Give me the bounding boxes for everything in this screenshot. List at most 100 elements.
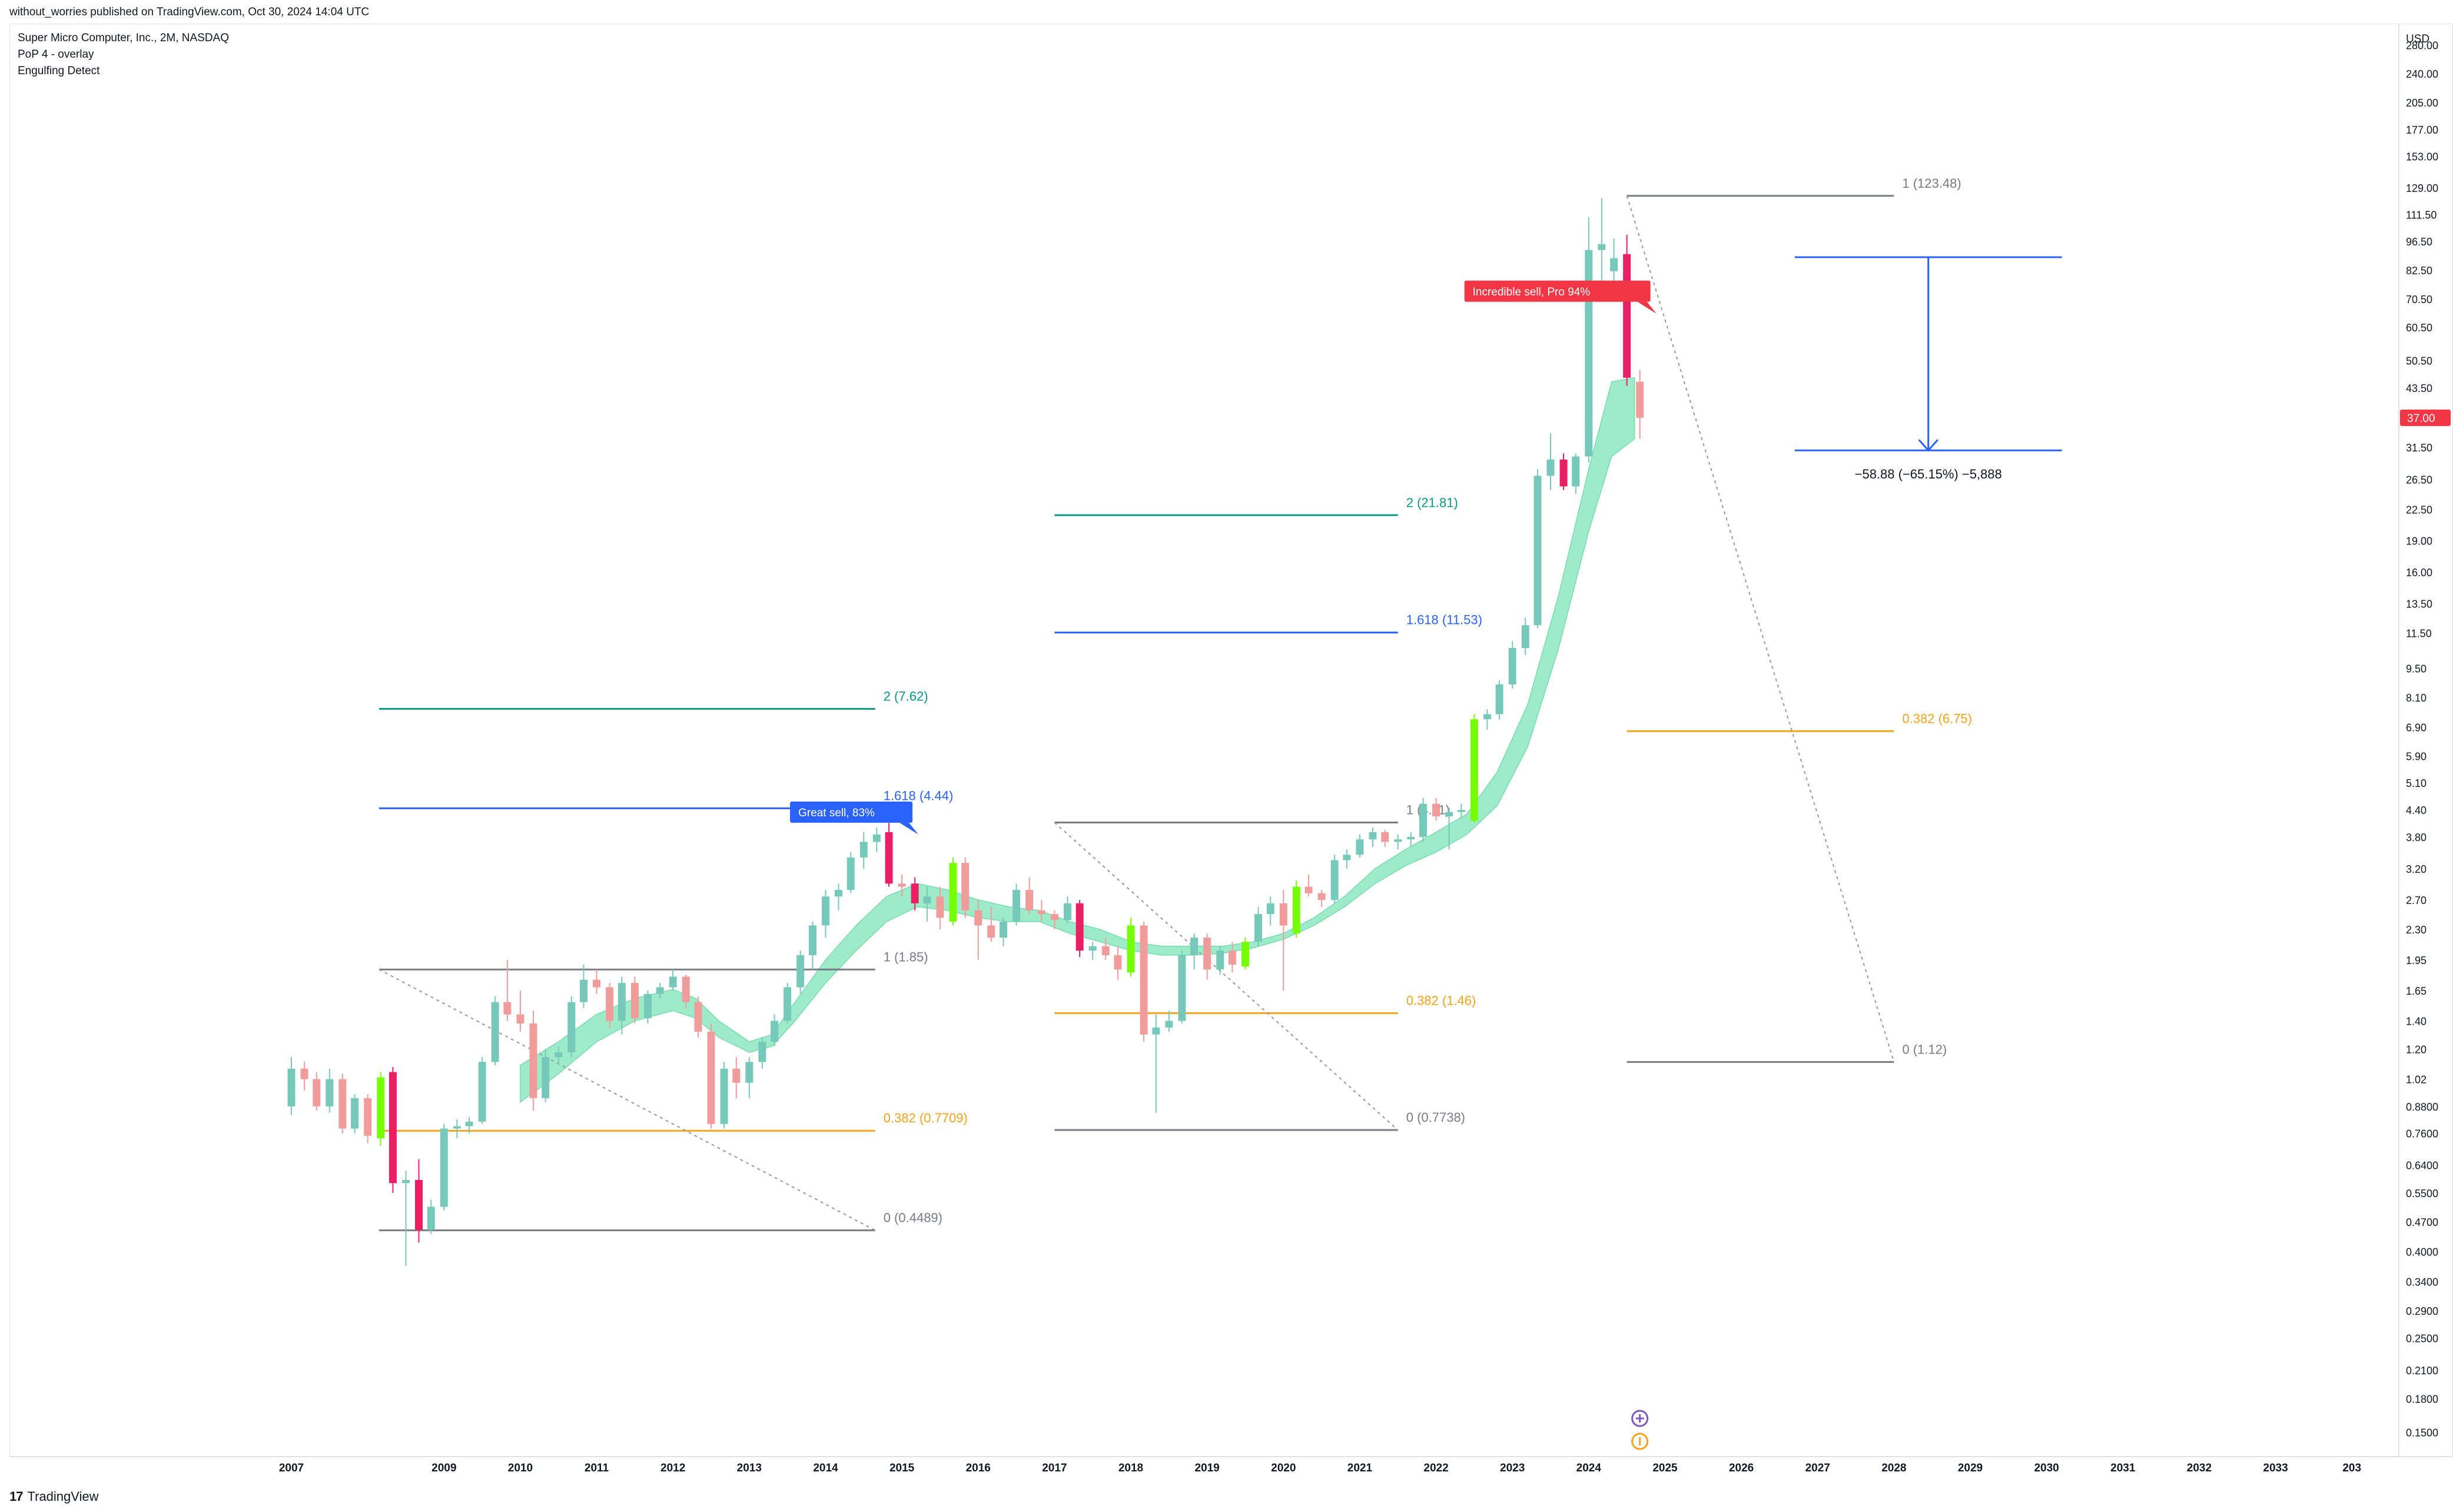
fib-trend-line: [1054, 822, 1399, 1131]
y-tick-label: 280.00: [2406, 40, 2438, 52]
candle-body: [784, 987, 792, 1021]
y-tick-label: 0.1500: [2406, 1427, 2438, 1438]
candle-body: [1088, 946, 1097, 951]
candle-body: [1508, 648, 1516, 684]
signal-label-pointer: [1637, 301, 1657, 314]
candle-body: [326, 1079, 334, 1106]
chart-extras: −58.88 (−65.15%) −5,888: [1631, 256, 2062, 1450]
candle-body: [682, 976, 690, 1002]
candle-body: [1419, 803, 1427, 838]
y-tick-label: 0.6400: [2406, 1159, 2438, 1171]
candle-body: [1000, 921, 1007, 938]
candle-body: [987, 925, 995, 938]
y-tick-label: 22.50: [2406, 504, 2432, 516]
candle-body: [1228, 951, 1236, 965]
candle-body: [771, 1021, 779, 1042]
candle-body: [1572, 456, 1580, 487]
candle-body: [1636, 381, 1644, 418]
fib-level-label: 0 (0.4489): [884, 1210, 942, 1225]
x-tick-label: 2028: [1881, 1462, 1906, 1474]
x-tick-label: 2013: [737, 1462, 762, 1474]
y-tick-label: 4.40: [2406, 805, 2427, 816]
candle-body: [961, 863, 970, 910]
candle-body: [1025, 890, 1034, 910]
x-tick-label: 2032: [2187, 1462, 2212, 1474]
y-tick-label: 5.10: [2406, 777, 2427, 789]
candle-body: [529, 1023, 537, 1098]
x-tick-label: 2010: [508, 1462, 533, 1474]
candle-body: [1216, 951, 1224, 970]
legend-symbol[interactable]: Super Micro Computer, Inc., 2M, NASDAQ: [18, 32, 230, 44]
candle-body: [401, 1179, 410, 1184]
y-tick-label: 3.20: [2406, 863, 2427, 875]
y-tick-label: 0.2500: [2406, 1333, 2438, 1345]
candle-body: [516, 1014, 525, 1023]
candle-body: [1521, 625, 1529, 649]
candle-body: [1559, 459, 1568, 487]
candle-body: [606, 987, 614, 1021]
footer-brand: TradingView: [27, 1489, 99, 1504]
candle-body: [555, 1052, 563, 1058]
y-tick-label: 1.95: [2406, 955, 2427, 966]
candle-body: [465, 1121, 473, 1126]
candle-body: [669, 976, 677, 988]
x-tick-label: 2022: [1423, 1462, 1448, 1474]
y-tick-label: 0.1800: [2406, 1393, 2438, 1405]
candle-body: [911, 883, 919, 903]
candle-body: [898, 883, 906, 887]
signal-label-pointer: [899, 822, 919, 835]
candle-body: [287, 1068, 296, 1106]
publisher-line: without_worries published on TradingView…: [9, 6, 370, 18]
fib-level-label: 1 (1.85): [884, 949, 928, 964]
y-tick-label: 1.65: [2406, 985, 2427, 997]
y-tick-label: 3.80: [2406, 832, 2427, 843]
candle-body: [1203, 938, 1211, 970]
candle-body: [567, 1002, 576, 1052]
signal-label-text: Incredible sell, Pro 94%: [1473, 286, 1591, 298]
candle-body: [1140, 925, 1148, 1035]
candle-body: [338, 1079, 347, 1129]
x-tick-label: 2011: [585, 1462, 609, 1474]
candle-body: [1190, 938, 1199, 955]
candle-body: [1165, 1021, 1173, 1028]
legend-indicator-pop[interactable]: PoP 4 - overlay: [18, 48, 94, 61]
candle-body: [643, 993, 652, 1019]
candle-body: [580, 979, 587, 1002]
candle-body: [503, 1002, 512, 1015]
x-tick-label: 2031: [2110, 1462, 2136, 1474]
grid: [9, 24, 2453, 1457]
fib-level-label: 1.618 (4.44): [884, 788, 954, 803]
fib-level-label: 2 (21.81): [1406, 495, 1458, 510]
candle-body: [1381, 832, 1389, 842]
x-tick-label: 2025: [1652, 1462, 1678, 1474]
fib-level-label: 0 (1.12): [1902, 1042, 1947, 1056]
candle-body: [1304, 886, 1313, 893]
candle-body: [364, 1098, 372, 1136]
x-tick-label: 2026: [1729, 1462, 1754, 1474]
candle-body: [1598, 244, 1606, 250]
candle-body: [377, 1077, 385, 1138]
legend-indicator-engulfing[interactable]: Engulfing Detect: [18, 65, 100, 77]
x-tick-label: 203: [2342, 1462, 2361, 1474]
candle-body: [1152, 1027, 1160, 1035]
y-tick-label: 13.50: [2406, 598, 2432, 610]
candle-body: [936, 896, 944, 918]
y-tick-label: 0.3400: [2406, 1276, 2438, 1288]
y-tick-label: 8.10: [2406, 692, 2427, 704]
candle-body: [1533, 476, 1542, 626]
fib-trend-line: [1626, 195, 1895, 1062]
y-tick-label: 177.00: [2406, 124, 2438, 136]
y-tick-label: 111.50: [2406, 210, 2437, 221]
y-tick-label: 0.4000: [2406, 1246, 2438, 1258]
y-tick-label: 31.50: [2406, 442, 2432, 454]
x-tick-label: 2017: [1042, 1462, 1067, 1474]
fib-level-label: 2 (7.62): [884, 689, 928, 703]
candle-body: [1114, 955, 1122, 970]
y-tick-label: 1.02: [2406, 1074, 2427, 1086]
pop-band: [520, 377, 1635, 1104]
candle-body: [872, 834, 881, 842]
x-axis: 2007 2009 2010 2011 2012 2013 2014 2015 2016 2017…: [279, 1462, 2361, 1474]
y-tick-label: 0.4700: [2406, 1217, 2438, 1228]
